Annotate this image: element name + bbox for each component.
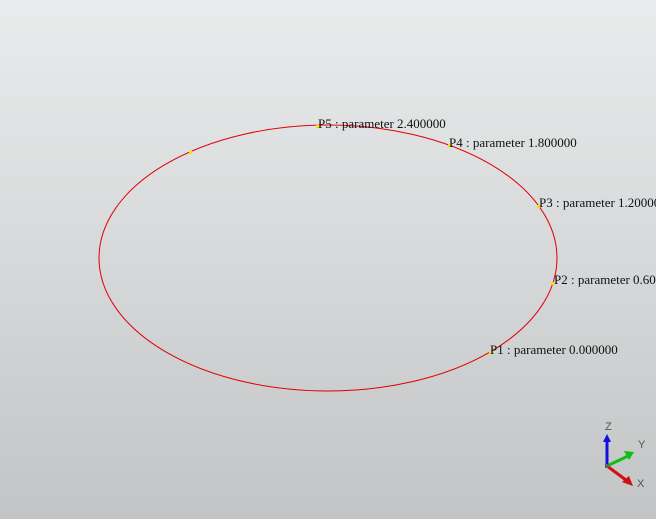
z-axis-arrowhead <box>603 434 611 442</box>
point-label-p5: P5 : parameter 2.400000 <box>318 116 446 131</box>
point-marker-p3[interactable] <box>537 205 540 208</box>
axis-triad <box>603 434 634 486</box>
point-label-p3: P3 : parameter 1.200000 <box>539 195 656 210</box>
y-axis-line <box>606 454 629 468</box>
point-marker-p2[interactable] <box>551 282 554 285</box>
ellipse-curve[interactable] <box>98 124 558 392</box>
axis-origin <box>605 464 609 468</box>
x-axis-label: X <box>637 478 645 490</box>
point-label-p2: P2 : parameter 0.600000 <box>554 272 656 287</box>
point-marker-p5[interactable] <box>316 125 319 128</box>
point-marker-p1[interactable] <box>489 351 492 354</box>
point-marker-p4[interactable] <box>448 144 451 147</box>
z-axis-label: Z <box>605 421 612 433</box>
point-label-p4: P4 : parameter 1.800000 <box>449 135 577 150</box>
x-axis-arrowhead <box>622 476 633 486</box>
point-label-p1: P1 : parameter 0.000000 <box>490 342 618 357</box>
y-axis-arrowhead <box>624 451 634 460</box>
point-marker-extra[interactable] <box>189 151 192 154</box>
x-axis-line <box>606 464 627 482</box>
y-axis-label: Y <box>638 439 646 451</box>
